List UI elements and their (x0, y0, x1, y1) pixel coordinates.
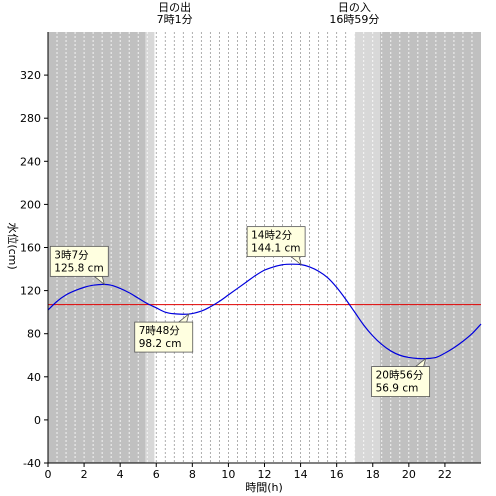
annotation-box (246, 226, 306, 258)
y-tick-label: 0 (34, 414, 41, 427)
x-tick-label: 4 (117, 468, 124, 481)
x-tick-label: 22 (438, 468, 452, 481)
annotation-time: 20時56分 (376, 370, 424, 382)
x-tick-label: 18 (366, 468, 380, 481)
sun-event-time: 16時59分 (329, 13, 379, 26)
x-tick-label: 6 (153, 468, 160, 481)
sun-event-label: 日の出 (158, 0, 191, 14)
y-tick-label: 320 (20, 69, 41, 82)
y-tick-label: 200 (20, 198, 41, 211)
y-axis-label: 水位(cm) (6, 222, 20, 269)
annotation-value: 125.8 cm (54, 262, 103, 274)
x-tick-label: 16 (330, 468, 344, 481)
sun-event-label: 日の入 (338, 1, 371, 14)
annotation-time: 3時7分 (54, 249, 89, 261)
y-tick-label: 160 (20, 242, 41, 255)
annotation-value: 144.1 cm (251, 243, 300, 255)
night-band (379, 32, 481, 463)
x-tick-label: 8 (189, 468, 196, 481)
y-tick-label: 280 (20, 112, 41, 125)
x-tick-label: 20 (402, 468, 416, 481)
y-tick-label: 80 (27, 328, 41, 341)
annotation-value: 98.2 cm (139, 338, 182, 350)
x-tick-label: 12 (258, 468, 272, 481)
twilight-band (354, 32, 380, 463)
twilight-band (145, 32, 155, 463)
annotation-box (134, 321, 194, 353)
annotation-time: 14時2分 (251, 230, 293, 242)
series-layer (47, 263, 482, 360)
annotation-time: 7時48分 (139, 325, 181, 337)
y-tick-label: 40 (27, 371, 41, 384)
annotation-box (49, 245, 109, 277)
sun-event-time: 7時1分 (157, 13, 193, 26)
x-axis-label: 時間(h) (245, 481, 283, 494)
x-tick-label: 2 (81, 468, 88, 481)
x-tick-label: 0 (45, 468, 52, 481)
tide-line (47, 263, 482, 360)
x-tick-label: 14 (294, 468, 308, 481)
y-tick-label: -40 (23, 457, 41, 470)
axes: -40 0 40 80 120 160 200 240 280 320 0 2 4 6 8 10 12 14 16 1… (20, 32, 481, 481)
annotation-value: 56.9 cm (376, 383, 419, 395)
y-tick-label: 240 (20, 155, 41, 168)
x-tick-label: 10 (221, 468, 235, 481)
y-tick-label: 120 (20, 285, 41, 298)
annotation-box (371, 366, 431, 397)
